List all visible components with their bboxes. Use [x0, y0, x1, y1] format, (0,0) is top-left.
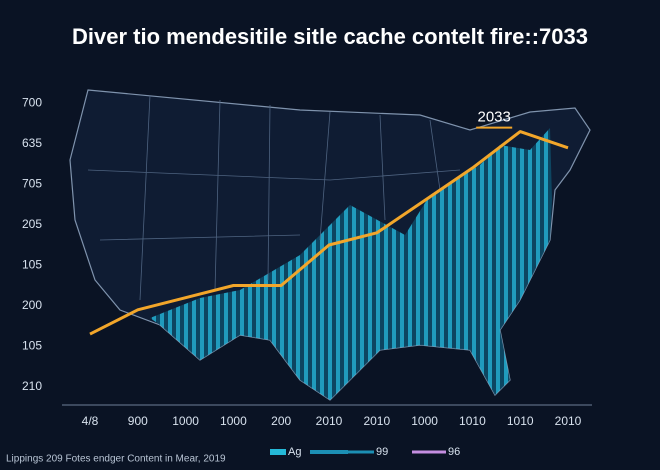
map-shading	[150, 128, 552, 400]
y-tick-label: 705	[22, 176, 42, 190]
y-tick-label: 200	[22, 298, 42, 312]
x-tick-label: 1000	[172, 414, 199, 428]
y-tick-label: 210	[22, 379, 42, 393]
y-tick-label: 105	[22, 257, 42, 271]
x-tick-label: 1010	[507, 414, 534, 428]
legend-swatch	[270, 449, 286, 455]
line	[89, 130, 569, 336]
x-tick-label: 900	[128, 414, 148, 428]
legend-label: 99	[376, 446, 388, 458]
state-lines	[87, 94, 461, 301]
x-tick-label: 200	[271, 414, 291, 428]
y-tick-label: 105	[22, 338, 42, 352]
x-tick-label: 2010	[363, 414, 390, 428]
legend-bar	[310, 450, 348, 454]
x-tick-label: 1000	[411, 414, 438, 428]
x-tick-label: 2010	[316, 414, 343, 428]
footer: Lippings 209 Fotes endger Content in Mea…	[6, 454, 226, 465]
legend-label: 96	[448, 446, 460, 458]
x-tick-label: 2010	[555, 414, 582, 428]
y-tick-label: 635	[22, 136, 42, 150]
legend-label: Ag	[288, 446, 301, 458]
x-tick-label: 1000	[220, 414, 247, 428]
x-tick-label: 1010	[459, 414, 486, 428]
y-tick-label: 205	[22, 217, 42, 231]
annotation: 2033	[478, 109, 511, 126]
x-tick-label: 4/8	[82, 414, 99, 428]
y-tick-label: 700	[22, 95, 42, 109]
chart-title: Diver tio mendesitile sitle cache contel…	[72, 24, 588, 49]
